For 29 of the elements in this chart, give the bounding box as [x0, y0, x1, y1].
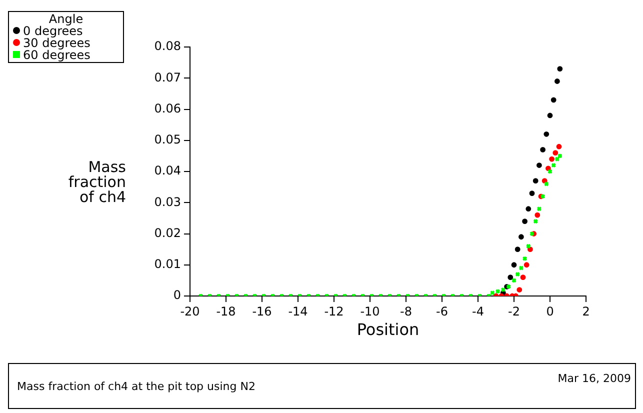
y-tick-label: 0 [173, 288, 181, 302]
x-tick-label: -10 [360, 304, 380, 318]
x-tick-label: -6 [436, 304, 448, 318]
y-axis-title: Mass fraction of ch4 [67, 158, 126, 206]
x-tick-label: -12 [324, 304, 344, 318]
x-tick-label: -20 [180, 304, 200, 318]
x-tick-label: 0 [546, 304, 554, 318]
legend-label: 30 degrees [23, 36, 90, 50]
y-tick-label: 0.05 [154, 132, 181, 146]
x-tick-label: -4 [472, 304, 484, 318]
x-axis-title: Position [356, 320, 420, 339]
y-tick-label: 0.08 [154, 39, 181, 54]
y-tick-label: 0.06 [154, 101, 181, 116]
x-tick-label: 2 [582, 304, 590, 318]
legend-label: 0 degrees [23, 24, 83, 38]
x-tick-label: -8 [400, 304, 412, 318]
x-tick-label: -16 [252, 304, 272, 318]
y-tick-label: 0.07 [154, 70, 181, 84]
y-tick-label: 0.02 [154, 226, 181, 240]
legend-label: 60 degrees [23, 48, 90, 62]
text: Mar 16, 2009 [558, 372, 631, 385]
x-tick-label: -2 [508, 304, 520, 318]
x-tick-label: -14 [288, 304, 308, 318]
y-tick-label: 0.01 [154, 257, 181, 271]
x-tick-label: -18 [216, 304, 236, 318]
y-tick-label: 0.03 [154, 194, 181, 209]
text: Mass fraction of ch4 at the pit top using N2 [17, 380, 256, 393]
y-tick-label: 0.04 [154, 164, 181, 178]
legend-title: Angle [48, 12, 84, 26]
